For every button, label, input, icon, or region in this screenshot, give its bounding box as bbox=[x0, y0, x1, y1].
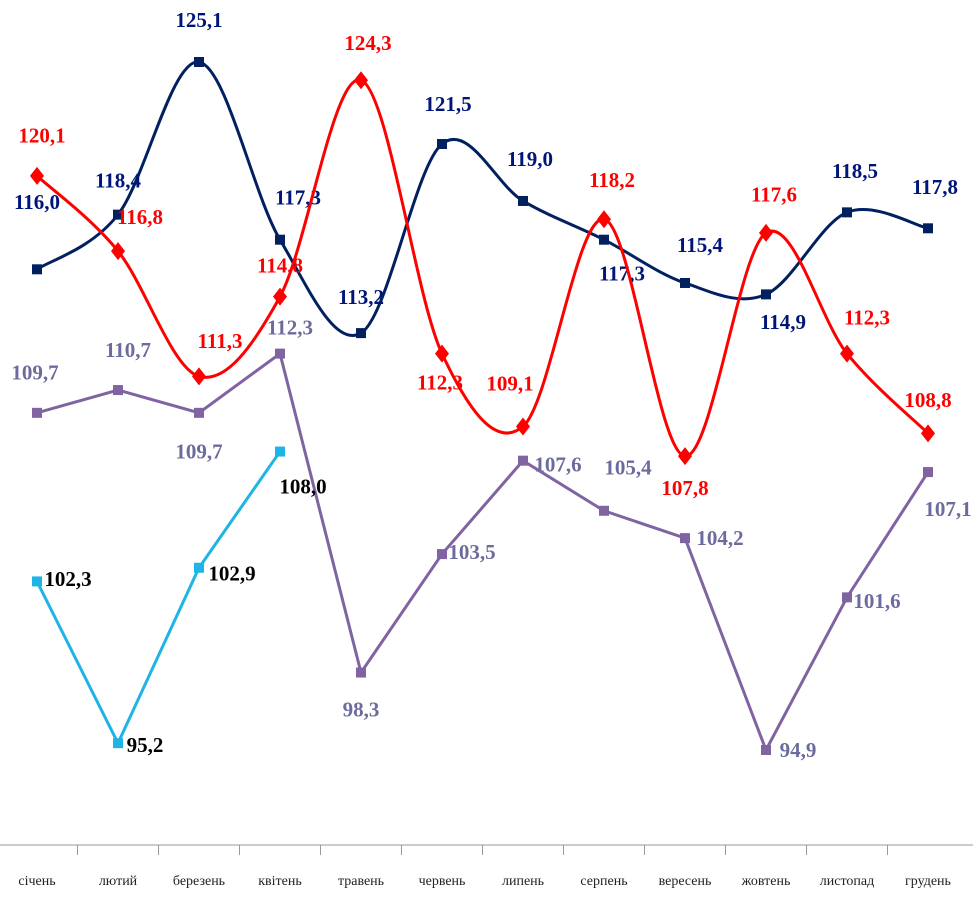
marker bbox=[599, 505, 609, 516]
data-label: 119,0 bbox=[507, 147, 553, 171]
x-tick-label: березень bbox=[173, 874, 225, 889]
x-tick-label: листопад bbox=[820, 874, 874, 889]
marker bbox=[32, 576, 42, 587]
series-line bbox=[36, 351, 930, 754]
data-label: 107,6 bbox=[534, 452, 581, 476]
marker bbox=[437, 549, 447, 560]
marker bbox=[921, 424, 935, 443]
data-label: 117,3 bbox=[599, 262, 645, 286]
marker bbox=[842, 592, 852, 603]
x-tick-label: серпень bbox=[580, 874, 627, 889]
data-label: 121,5 bbox=[424, 92, 471, 116]
data-label: 109,7 bbox=[11, 361, 58, 385]
marker bbox=[597, 210, 611, 229]
data-label: 104,2 bbox=[696, 526, 743, 550]
data-label: 102,3 bbox=[44, 567, 91, 591]
data-label: 110,7 bbox=[105, 338, 151, 362]
marker bbox=[113, 738, 123, 749]
x-tick-label: травень bbox=[338, 874, 384, 889]
marker bbox=[275, 234, 285, 245]
marker bbox=[435, 344, 449, 363]
data-label: 102,9 bbox=[208, 562, 255, 586]
data-label: 105,4 bbox=[604, 456, 652, 480]
marker bbox=[923, 223, 933, 234]
marker bbox=[111, 242, 125, 261]
data-label: 101,6 bbox=[853, 589, 900, 613]
data-label: 117,6 bbox=[751, 183, 797, 207]
marker bbox=[30, 166, 44, 185]
x-tick-label: липень bbox=[502, 874, 544, 889]
data-label: 112,3 bbox=[417, 370, 463, 394]
marker bbox=[113, 385, 123, 396]
x-tick-label: лютий bbox=[99, 874, 138, 889]
data-label: 118,2 bbox=[589, 168, 635, 192]
x-tick-label: червень bbox=[419, 874, 466, 889]
data-label: 114,8 bbox=[257, 253, 303, 277]
data-label: 115,4 bbox=[677, 233, 724, 257]
data-label: 108,8 bbox=[904, 388, 951, 412]
data-label: 94,9 bbox=[780, 738, 817, 762]
marker bbox=[275, 446, 285, 457]
marker bbox=[518, 195, 528, 206]
data-label: 95,2 bbox=[127, 733, 164, 757]
data-label: 118,4 bbox=[95, 168, 142, 192]
marker bbox=[32, 264, 42, 275]
marker bbox=[680, 533, 690, 544]
data-label: 108,0 bbox=[279, 474, 326, 498]
data-label: 114,9 bbox=[760, 310, 806, 334]
marker bbox=[194, 562, 204, 573]
data-label: 107,8 bbox=[661, 476, 708, 500]
data-label: 118,5 bbox=[832, 159, 878, 183]
marker bbox=[516, 417, 530, 436]
data-label: 117,8 bbox=[912, 175, 958, 199]
data-label: 109,7 bbox=[175, 440, 222, 464]
series-line bbox=[35, 450, 282, 747]
data-label: 125,1 bbox=[175, 8, 222, 32]
marker bbox=[194, 407, 204, 418]
marker bbox=[923, 467, 933, 478]
data-label: 112,3 bbox=[844, 305, 890, 329]
marker bbox=[842, 207, 852, 218]
marker bbox=[840, 344, 854, 363]
marker bbox=[194, 57, 204, 67]
marker bbox=[761, 289, 771, 300]
x-tick-label: грудень bbox=[905, 874, 951, 889]
data-label: 120,1 bbox=[18, 124, 65, 148]
marker bbox=[356, 667, 366, 678]
marker bbox=[354, 71, 368, 90]
x-tick-label: квітень bbox=[258, 874, 302, 889]
data-label: 112,3 bbox=[267, 315, 313, 339]
marker bbox=[599, 234, 609, 245]
marker bbox=[113, 209, 123, 220]
x-tick-label: вересень bbox=[659, 874, 712, 889]
data-label: 113,2 bbox=[338, 285, 384, 309]
marker bbox=[273, 287, 287, 306]
data-label: 98,3 bbox=[343, 697, 380, 721]
data-label: 109,1 bbox=[486, 371, 533, 395]
data-label: 111,3 bbox=[198, 329, 243, 353]
data-label: 124,3 bbox=[344, 31, 391, 55]
marker bbox=[356, 328, 366, 339]
data-label: 116,0 bbox=[14, 190, 60, 214]
marker bbox=[759, 223, 773, 242]
marker bbox=[275, 348, 285, 359]
data-label: 107,1 bbox=[924, 497, 971, 521]
data-label: 103,5 bbox=[448, 540, 495, 564]
marker bbox=[680, 277, 690, 288]
marker bbox=[192, 367, 206, 386]
marker bbox=[518, 455, 528, 466]
x-tick-label: січень bbox=[18, 874, 55, 889]
data-label: 116,8 bbox=[117, 205, 163, 229]
marker bbox=[678, 447, 692, 466]
marker bbox=[437, 139, 447, 150]
marker bbox=[761, 745, 771, 755]
x-tick-label: жовтень bbox=[741, 874, 791, 889]
marker bbox=[32, 407, 42, 418]
